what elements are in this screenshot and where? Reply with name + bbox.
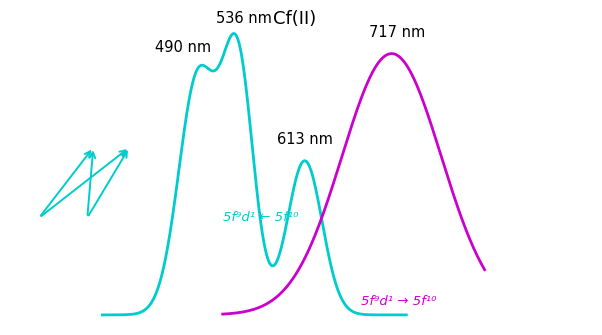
Text: 717 nm: 717 nm	[370, 25, 426, 40]
Text: 5f⁹d¹ ← 5f¹⁰: 5f⁹d¹ ← 5f¹⁰	[223, 211, 298, 224]
Text: 490 nm: 490 nm	[155, 40, 211, 55]
Text: 536 nm: 536 nm	[216, 11, 272, 26]
Text: 613 nm: 613 nm	[277, 132, 333, 147]
Text: 5f⁹d¹ → 5f¹⁰: 5f⁹d¹ → 5f¹⁰	[361, 295, 436, 308]
Text: Cf(II): Cf(II)	[273, 10, 317, 28]
